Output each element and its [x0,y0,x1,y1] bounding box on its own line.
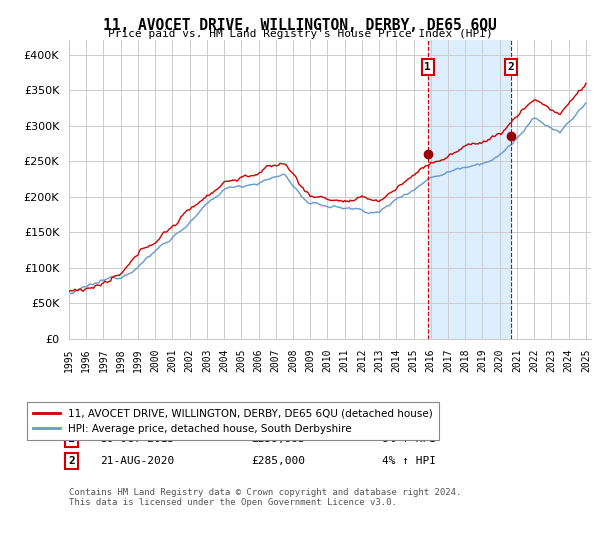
Text: 2: 2 [68,456,75,466]
Text: £285,000: £285,000 [252,456,306,466]
Text: 4% ↑ HPI: 4% ↑ HPI [382,456,436,466]
Text: 1: 1 [68,434,75,444]
Bar [428,40,511,339]
Text: 8% ↑ HPI: 8% ↑ HPI [382,434,436,444]
Text: Contains HM Land Registry data © Crown copyright and database right 2024.
This d: Contains HM Land Registry data © Crown c… [69,488,461,507]
Text: 21-AUG-2020: 21-AUG-2020 [100,456,175,466]
Text: 30-OCT-2015: 30-OCT-2015 [100,434,175,444]
Text: £259,995: £259,995 [252,434,306,444]
Text: 11, AVOCET DRIVE, WILLINGTON, DERBY, DE65 6QU: 11, AVOCET DRIVE, WILLINGTON, DERBY, DE6… [103,18,497,33]
Text: 2: 2 [508,62,514,72]
Text: 1: 1 [424,62,431,72]
Legend: 11, AVOCET DRIVE, WILLINGTON, DERBY, DE65 6QU (detached house), HPI: Average pri: 11, AVOCET DRIVE, WILLINGTON, DERBY, DE6… [27,402,439,440]
Text: Price paid vs. HM Land Registry's House Price Index (HPI): Price paid vs. HM Land Registry's House … [107,29,493,39]
